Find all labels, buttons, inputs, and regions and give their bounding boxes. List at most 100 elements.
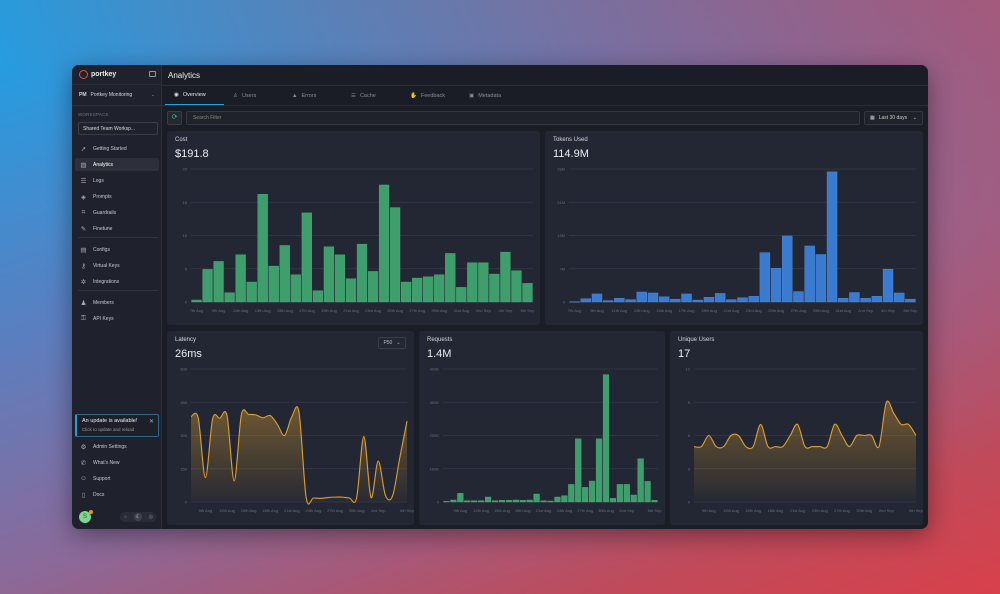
sidebar-item-finetune[interactable]: ✎ Finetune [75, 222, 159, 235]
tab-feedback[interactable]: ✋ Feedback [401, 86, 460, 105]
series-line[interactable] [693, 400, 917, 450]
bar[interactable] [478, 500, 485, 503]
bar[interactable] [670, 298, 681, 303]
moon-icon[interactable]: ☾ [134, 513, 143, 521]
sidebar-item-guardrails[interactable]: ⌗ Guardrails [75, 206, 159, 219]
bar[interactable] [637, 458, 644, 503]
bar[interactable] [547, 500, 554, 503]
sun-icon[interactable]: ☼ [123, 514, 128, 520]
bar[interactable] [554, 496, 561, 503]
bar[interactable] [450, 499, 457, 503]
bar[interactable] [595, 438, 603, 503]
bar[interactable] [356, 243, 368, 303]
bar[interactable] [815, 254, 827, 303]
bar[interactable] [389, 207, 401, 303]
bar[interactable] [582, 487, 589, 503]
bar[interactable] [838, 297, 849, 303]
refresh-button[interactable]: ⟳ [167, 111, 182, 125]
sidebar-item-getting-started[interactable]: ➚ Getting Started [75, 142, 159, 155]
bar[interactable] [681, 293, 692, 303]
bar[interactable] [478, 262, 489, 303]
bar[interactable] [457, 493, 464, 503]
bar[interactable] [519, 500, 526, 503]
bar[interactable] [860, 297, 871, 303]
tab-metadata[interactable]: ▣ Metadata [460, 86, 519, 105]
bar[interactable] [412, 277, 423, 303]
bar[interactable] [511, 270, 522, 303]
bar[interactable] [213, 261, 224, 303]
series-line[interactable] [190, 406, 408, 505]
bar[interactable] [770, 268, 782, 303]
bar[interactable] [456, 287, 467, 303]
bar[interactable] [268, 265, 279, 303]
bar[interactable] [849, 292, 860, 303]
bar[interactable] [894, 292, 905, 303]
bar[interactable] [589, 480, 596, 503]
bar[interactable] [491, 500, 499, 503]
bar[interactable] [737, 297, 748, 303]
bar[interactable] [323, 246, 335, 303]
bar[interactable] [498, 500, 506, 503]
bar[interactable] [224, 292, 235, 303]
bar[interactable] [489, 273, 500, 303]
bar[interactable] [301, 212, 312, 303]
sidebar-item-what-s-new[interactable]: ✆ What's New [75, 456, 159, 469]
bar[interactable] [609, 498, 616, 503]
bar[interactable] [905, 298, 916, 303]
bar[interactable] [334, 254, 346, 303]
bar[interactable] [614, 297, 625, 303]
sidebar-item-configs[interactable]: ▤ Configs [75, 243, 159, 256]
bar[interactable] [647, 292, 659, 303]
bar[interactable] [434, 274, 445, 303]
update-banner[interactable]: An update is available! Click to update a… [75, 414, 159, 437]
bar[interactable] [378, 184, 390, 303]
bar[interactable] [512, 499, 519, 503]
bar[interactable] [625, 299, 636, 303]
bar[interactable] [602, 300, 614, 303]
bar[interactable] [246, 281, 257, 303]
tab-users[interactable]: ♙ Users [224, 86, 283, 105]
bar[interactable] [191, 299, 202, 303]
search-filter-input[interactable]: Search Filter [186, 111, 860, 125]
bar[interactable] [471, 500, 478, 503]
workspace-select[interactable]: Shared Team Worksp... [78, 122, 158, 135]
bar[interactable] [505, 500, 512, 503]
sidebar-item-prompts[interactable]: ◈ Prompts [75, 190, 159, 203]
close-icon[interactable]: ✕ [148, 419, 154, 425]
tab-overview[interactable]: ◉ Overview [165, 86, 224, 105]
bar[interactable] [623, 484, 630, 503]
sidebar-item-api-keys[interactable]: ⚿ API Keys [75, 312, 159, 325]
bar[interactable] [345, 278, 357, 303]
bar[interactable] [443, 501, 450, 503]
bar[interactable] [464, 500, 471, 503]
system-theme-icon[interactable]: ◎ [148, 514, 153, 520]
bar[interactable] [568, 484, 575, 503]
date-range-select[interactable]: ▦ Last 30 days ⌄ [864, 111, 923, 125]
bar[interactable] [630, 494, 637, 503]
theme-toggle[interactable]: ☼ ☾ ◎ [120, 512, 156, 522]
bar[interactable] [467, 262, 478, 303]
bar[interactable] [540, 500, 547, 503]
sidebar-item-admin-settings[interactable]: ⚙ Admin Settings [75, 440, 159, 453]
bar[interactable] [782, 235, 793, 303]
bar[interactable] [882, 269, 894, 303]
sidebar-item-virtual-keys[interactable]: ⚷ Virtual Keys [75, 259, 159, 272]
bar[interactable] [485, 496, 492, 503]
bar[interactable] [561, 495, 568, 503]
bar[interactable] [257, 194, 268, 303]
bar[interactable] [526, 499, 533, 503]
bar[interactable] [591, 293, 603, 303]
sidebar-item-analytics[interactable]: ▨ Analytics [75, 158, 159, 171]
bar[interactable] [714, 293, 726, 303]
percentile-select[interactable]: P50 ⌄ [378, 337, 406, 349]
sidebar-item-docs[interactable]: ▯ Docs [75, 488, 159, 501]
bar[interactable] [279, 245, 290, 303]
sidebar-item-members[interactable]: ♟ Members [75, 296, 159, 309]
bar[interactable] [616, 484, 623, 503]
bar[interactable] [871, 296, 883, 303]
bar[interactable] [602, 374, 610, 503]
sidebar-item-support[interactable]: ☺ Support [75, 472, 159, 485]
sidebar-item-integrations[interactable]: ✲ Integrations [75, 275, 159, 288]
bar[interactable] [644, 481, 651, 503]
bar[interactable] [703, 297, 715, 303]
